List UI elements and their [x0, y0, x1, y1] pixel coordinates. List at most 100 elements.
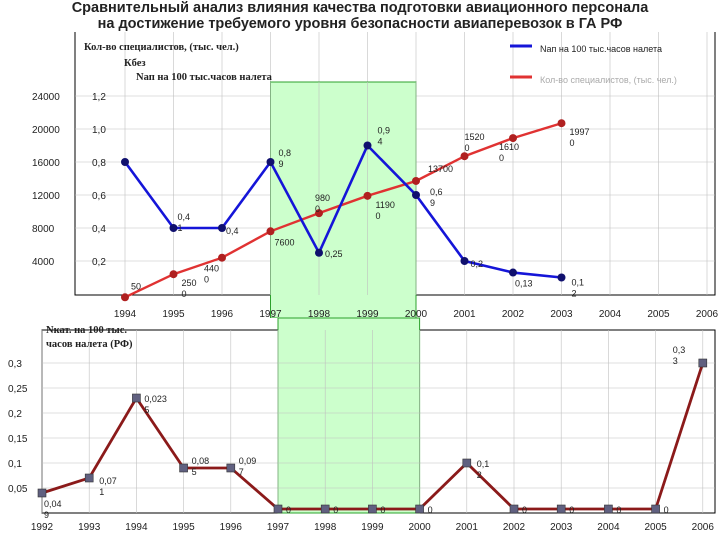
point-nap [557, 273, 566, 282]
bottom-ylabel-2: часов налета (РФ) [46, 339, 133, 350]
label-nap: 1 [178, 223, 183, 233]
point-specialists [169, 270, 178, 279]
point-specialists [460, 152, 469, 161]
label-nkat: 0 [428, 505, 433, 515]
bottom-ylabel-1: Nкат. на 100 тыс. [46, 325, 127, 336]
point-nkat [368, 504, 377, 514]
bottom-x-tick: 1999 [361, 522, 384, 533]
label-specialists: 980 [315, 193, 330, 203]
point-specialists [266, 227, 275, 236]
top-left-axis-title: Кол-во специалистов, (тыс. чел.) [84, 42, 239, 53]
left-axis-tick: 16000 [32, 158, 60, 169]
point-nkat [132, 393, 141, 403]
label-nap: 9 [430, 198, 435, 208]
bottom-x-tick: 1998 [314, 522, 337, 533]
bottom-x-tick: 1993 [78, 522, 101, 533]
bottom-y-tick: 0,2 [8, 409, 22, 420]
top-x-tick: 2006 [696, 309, 719, 318]
label-nkat: 0 [380, 505, 385, 515]
top-x-tick: 2001 [453, 309, 476, 318]
label-nkat: 0 [569, 505, 574, 515]
right-axis-tick: 0,2 [92, 257, 106, 268]
left-axis-tick: 20000 [32, 125, 60, 136]
top-x-tick: 1994 [114, 309, 137, 318]
bottom-x-tick: 1994 [125, 522, 148, 533]
label-specialists: 0 [315, 204, 320, 214]
right-axis-tick: 0,6 [92, 191, 106, 202]
top-right-axis-title-2: Nап на 100 тыс.часов налета [136, 72, 273, 83]
label-nap: 0,9 [378, 126, 391, 136]
label-nap: 4 [378, 137, 383, 147]
label-specialists: 440 [204, 264, 219, 274]
top-x-tick: 2004 [599, 309, 622, 318]
label-nap: 0,2 [471, 259, 484, 269]
legend-label-nap: Nап на 100 тыс.часов налета [540, 44, 662, 54]
point-nap [169, 224, 178, 232]
point-nap [363, 141, 372, 150]
top-x-tick: 1999 [356, 309, 379, 318]
label-nkat: 3 [673, 356, 678, 366]
highlight-band-bottom [277, 317, 421, 514]
bottom-y-tick: 0,3 [8, 359, 22, 370]
left-axis-tick: 8000 [32, 224, 55, 235]
label-nap: 2 [572, 289, 577, 299]
series-line-specialists [124, 122, 562, 299]
title-line-1: Сравнительный анализ влияния качества по… [71, 0, 649, 16]
point-nkat [226, 463, 236, 473]
bottom-x-tick: 2003 [550, 522, 573, 533]
label-nap: 0,1 [572, 278, 585, 288]
title-line-2: на достижение требуемого уровня безопасн… [97, 16, 623, 32]
point-specialists [218, 253, 226, 262]
top-x-tick: 2005 [647, 309, 670, 318]
label-specialists: 0 [499, 153, 504, 163]
label-nkat: 5 [144, 405, 149, 415]
point-nap [121, 158, 129, 166]
right-axis-tick: 1,0 [92, 125, 106, 136]
bottom-y-tick: 0,1 [8, 459, 22, 470]
label-specialists: 1610 [499, 142, 519, 152]
label-nkat: 0,1 [477, 459, 490, 469]
bottom-x-tick: 2001 [456, 522, 479, 533]
point-nkat [179, 463, 188, 473]
point-nkat [651, 504, 660, 514]
point-nap [218, 224, 226, 232]
point-specialists [509, 134, 517, 143]
label-nap: 0,13 [515, 279, 533, 289]
point-nkat [273, 504, 283, 514]
bottom-x-tick: 2000 [408, 522, 431, 533]
label-nkat: 5 [192, 467, 197, 477]
label-nkat: 0 [616, 505, 621, 515]
top-chart: 24000200001600012000800040001,21,00,80,6… [32, 29, 719, 318]
bottom-x-tick: 1992 [31, 522, 54, 533]
label-specialists: 1520 [465, 132, 485, 142]
bottom-y-tick: 0,15 [8, 434, 28, 445]
bottom-x-tick: 1995 [172, 522, 195, 533]
page-title: Сравнительный анализ влияния качества по… [0, 0, 720, 32]
point-nkat [415, 504, 424, 514]
series-line-nap [123, 143, 562, 279]
bottom-y-tick: 0,05 [8, 484, 28, 495]
point-specialists [557, 119, 566, 128]
right-axis-tick: 0,8 [92, 158, 106, 169]
label-nap: 0,4 [226, 226, 239, 236]
label-nkat: 0,07 [99, 476, 117, 486]
label-specialists: 0 [204, 275, 209, 285]
label-nkat: 0,023 [144, 394, 167, 404]
bottom-x-tick: 2005 [644, 522, 667, 533]
label-nkat: 0 [286, 505, 291, 515]
label-specialists: 50 [131, 281, 141, 291]
point-nap [509, 268, 517, 277]
label-nap: 0,25 [325, 249, 343, 259]
bottom-x-tick: 2004 [597, 522, 620, 533]
top-x-tick: 1995 [162, 309, 185, 318]
point-specialists [315, 209, 323, 218]
bottom-x-tick: 1997 [267, 522, 290, 533]
point-nap [315, 248, 323, 257]
left-axis-tick: 12000 [32, 191, 60, 202]
bottom-y-tick: 0,25 [8, 384, 28, 395]
point-nkat [84, 473, 94, 483]
point-nap [460, 257, 469, 265]
bottom-x-tick: 2006 [692, 522, 715, 533]
top-x-tick: 2000 [405, 309, 428, 318]
